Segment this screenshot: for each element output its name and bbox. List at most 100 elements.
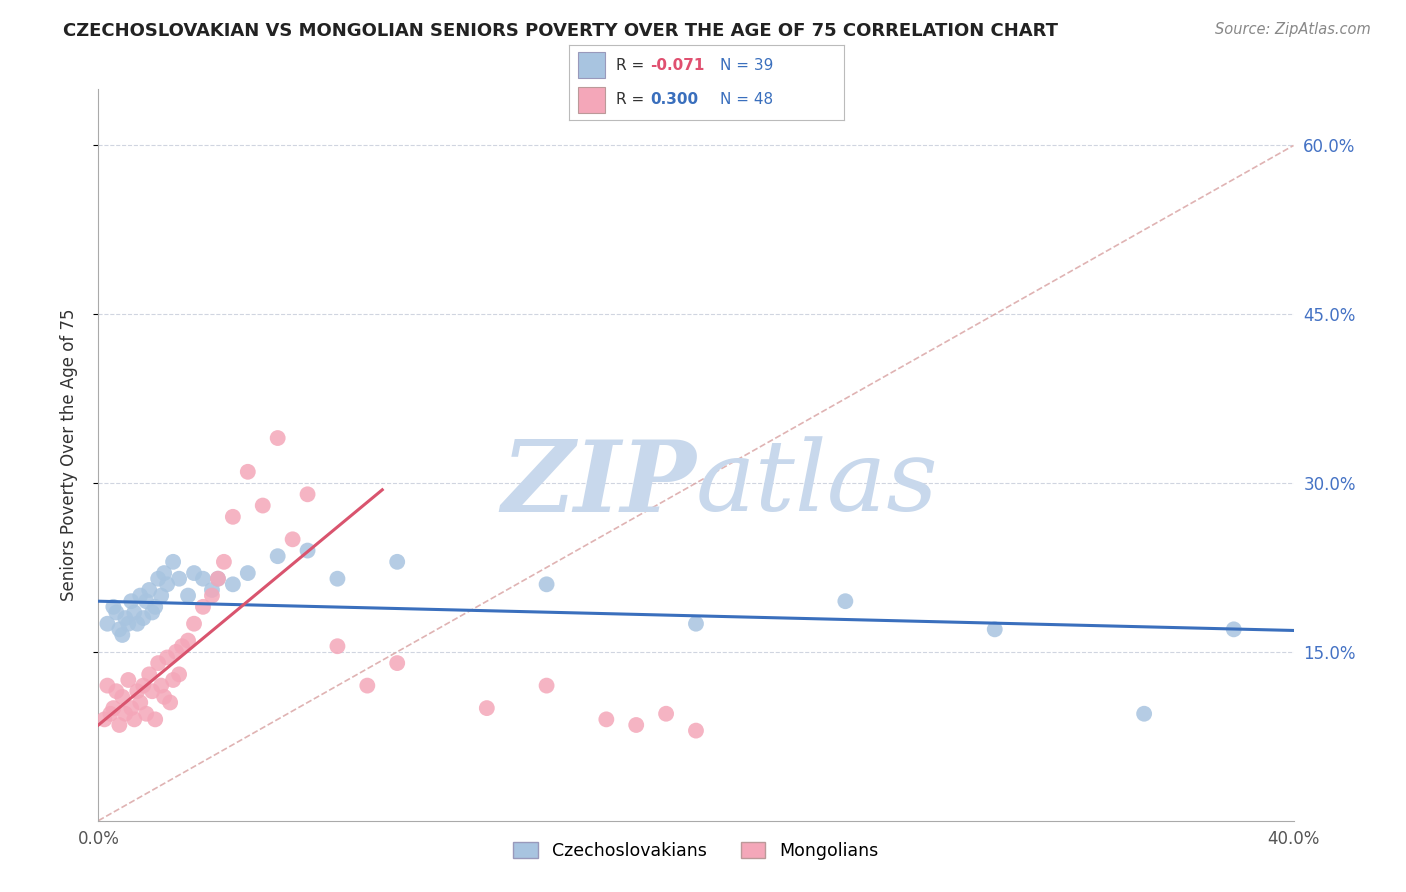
Point: [143, 599, 166, 614]
Point: [252, 499, 274, 513]
Point: [222, 577, 245, 591]
Text: -0.071: -0.071: [651, 58, 704, 72]
Point: [267, 431, 290, 445]
Point: [356, 679, 378, 693]
Point: [124, 606, 146, 620]
Point: [685, 616, 707, 631]
Point: [222, 509, 245, 524]
Point: [385, 555, 409, 569]
Point: [103, 701, 125, 715]
Point: [212, 555, 235, 569]
Point: [236, 566, 259, 580]
Point: [297, 543, 319, 558]
Point: [183, 566, 205, 580]
Point: [135, 594, 157, 608]
Point: [141, 684, 163, 698]
Text: N = 48: N = 48: [720, 93, 773, 107]
Legend: Czechoslovakians, Mongolians: Czechoslovakians, Mongolians: [506, 835, 886, 867]
Point: [143, 712, 166, 726]
Point: [655, 706, 678, 721]
Point: [281, 533, 304, 547]
Point: [98, 706, 122, 721]
Point: [267, 549, 290, 564]
FancyBboxPatch shape: [578, 87, 605, 112]
Point: [114, 611, 136, 625]
Text: atlas: atlas: [696, 436, 939, 532]
Point: [162, 673, 184, 687]
Point: [207, 572, 229, 586]
Point: [129, 696, 152, 710]
Point: [93, 712, 115, 726]
Point: [127, 684, 149, 698]
Text: ZIP: ZIP: [501, 436, 696, 533]
Point: [236, 465, 259, 479]
Point: [108, 623, 131, 637]
Point: [108, 718, 131, 732]
Point: [685, 723, 707, 738]
Point: [138, 667, 160, 681]
Point: [475, 701, 498, 715]
Point: [167, 572, 190, 586]
Point: [127, 616, 149, 631]
Point: [595, 712, 617, 726]
Point: [162, 555, 184, 569]
Point: [177, 633, 200, 648]
Point: [834, 594, 856, 608]
Point: [201, 582, 224, 597]
Point: [124, 712, 146, 726]
Point: [167, 667, 190, 681]
Point: [135, 706, 157, 721]
Point: [172, 639, 194, 653]
Text: 0.300: 0.300: [651, 93, 699, 107]
Y-axis label: Seniors Poverty Over the Age of 75: Seniors Poverty Over the Age of 75: [59, 309, 77, 601]
Point: [536, 577, 558, 591]
Point: [326, 639, 349, 653]
Point: [105, 606, 128, 620]
Point: [103, 599, 125, 614]
Point: [153, 690, 176, 704]
Point: [1223, 623, 1246, 637]
Point: [153, 566, 176, 580]
Point: [148, 656, 170, 670]
Point: [141, 606, 163, 620]
FancyBboxPatch shape: [578, 52, 605, 78]
Point: [111, 690, 134, 704]
Point: [132, 611, 155, 625]
Point: [132, 679, 155, 693]
Point: [177, 589, 200, 603]
Point: [207, 572, 229, 586]
Text: R =: R =: [616, 93, 650, 107]
Point: [96, 616, 118, 631]
Point: [159, 696, 181, 710]
Point: [156, 650, 179, 665]
Point: [536, 679, 558, 693]
Point: [156, 577, 179, 591]
Point: [326, 572, 349, 586]
Point: [111, 628, 134, 642]
Point: [96, 679, 118, 693]
Point: [191, 572, 214, 586]
Point: [297, 487, 319, 501]
Point: [117, 616, 139, 631]
Text: CZECHOSLOVAKIAN VS MONGOLIAN SENIORS POVERTY OVER THE AGE OF 75 CORRELATION CHAR: CZECHOSLOVAKIAN VS MONGOLIAN SENIORS POV…: [63, 22, 1059, 40]
Point: [165, 645, 187, 659]
Text: Source: ZipAtlas.com: Source: ZipAtlas.com: [1215, 22, 1371, 37]
Point: [201, 589, 224, 603]
Point: [120, 701, 142, 715]
Point: [385, 656, 409, 670]
Text: N = 39: N = 39: [720, 58, 773, 72]
Point: [114, 706, 136, 721]
Text: R =: R =: [616, 58, 650, 72]
Point: [129, 589, 152, 603]
Point: [191, 599, 214, 614]
Point: [150, 679, 173, 693]
Point: [138, 582, 160, 597]
Point: [117, 673, 139, 687]
Point: [150, 589, 173, 603]
Point: [105, 684, 128, 698]
Point: [1133, 706, 1156, 721]
Point: [183, 616, 205, 631]
Point: [984, 623, 1007, 637]
Point: [120, 594, 142, 608]
Point: [626, 718, 648, 732]
